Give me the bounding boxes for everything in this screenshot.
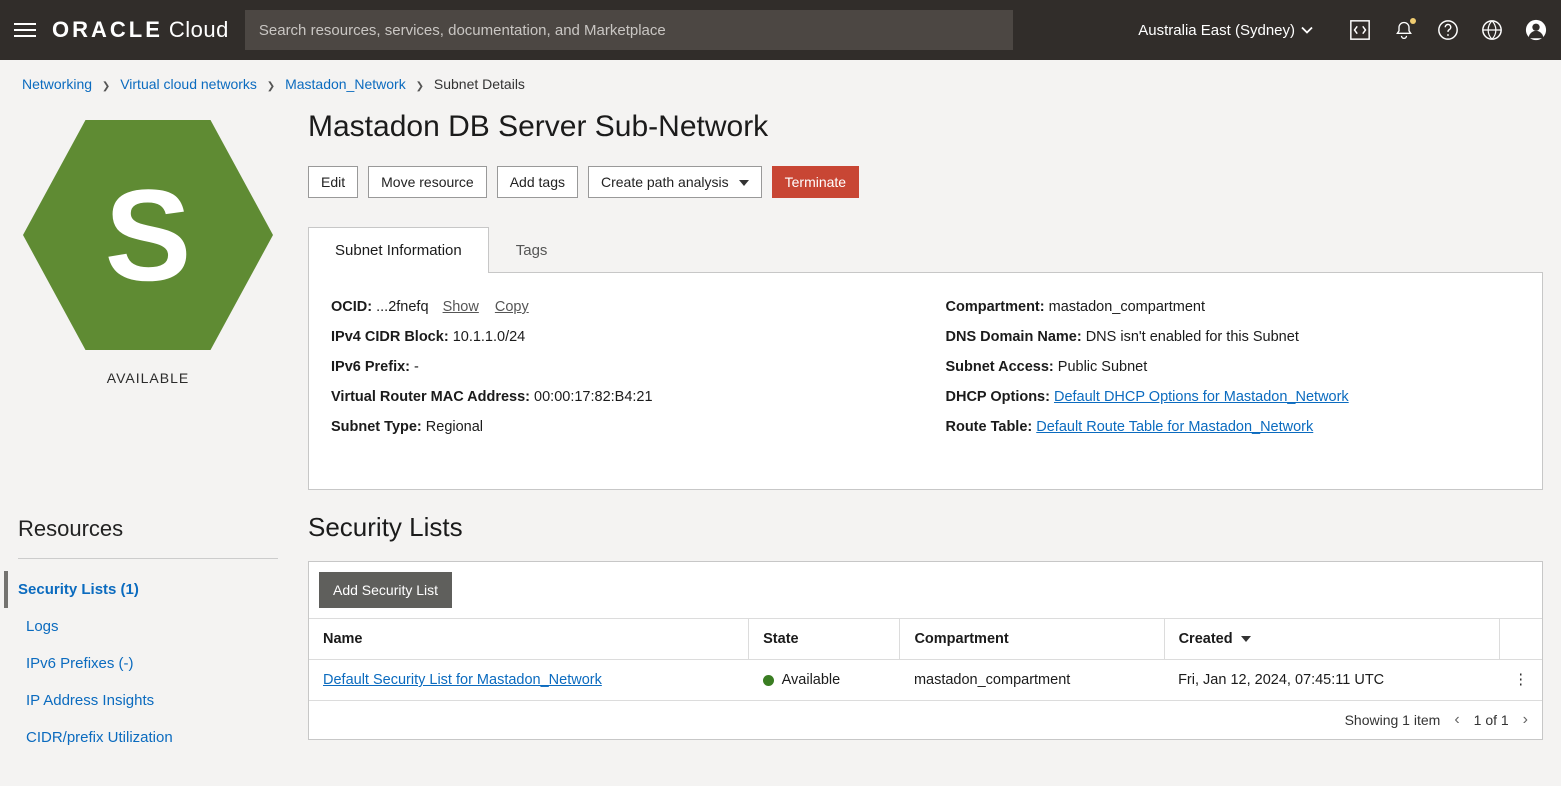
crumb-networking[interactable]: Networking: [22, 76, 92, 92]
kv-cidr4-key: IPv4 CIDR Block:: [331, 329, 449, 345]
kv-mac-val: 00:00:17:82:B4:21: [534, 389, 653, 405]
pager-next-icon[interactable]: ›: [1523, 711, 1528, 729]
resources-list: Security Lists (1) Logs IPv6 Prefixes (-…: [18, 571, 278, 756]
kv-dns-val: DNS isn't enabled for this Subnet: [1086, 329, 1299, 345]
pager: Showing 1 item ‹ 1 of 1 ›: [309, 700, 1542, 739]
sidebar-item-cidr-utilization[interactable]: CIDR/prefix Utilization: [18, 719, 278, 756]
kv-ocid-val: ...2fnefq: [376, 299, 428, 315]
pager-prev-icon[interactable]: ‹: [1454, 711, 1459, 729]
crumb-current: Subnet Details: [434, 76, 525, 92]
sidebar-link-cidr[interactable]: CIDR/prefix Utilization: [26, 729, 173, 746]
kv-comp-val: mastadon_compartment: [1049, 299, 1205, 315]
tab-subnet-info[interactable]: Subnet Information: [308, 227, 489, 273]
kv-dhcp-key: DHCP Options:: [946, 389, 1050, 405]
brand[interactable]: ORACLE Cloud: [52, 17, 229, 43]
help-icon[interactable]: [1437, 19, 1459, 41]
col-actions: [1500, 619, 1543, 660]
region-selector[interactable]: Australia East (Sydney): [1138, 22, 1313, 39]
seclist-name-link[interactable]: Default Security List for Mastadon_Netwo…: [323, 672, 602, 688]
page-title: Mastadon DB Server Sub-Network: [308, 110, 1543, 144]
sidebar-link-security-lists[interactable]: Security Lists (1): [18, 581, 139, 598]
kv-access-val: Public Subnet: [1058, 359, 1147, 375]
breadcrumb: Networking ❯ Virtual cloud networks ❯ Ma…: [22, 76, 1543, 92]
topbar: ORACLE Cloud Australia East (Sydney): [0, 0, 1561, 60]
add-tags-button[interactable]: Add tags: [497, 166, 578, 198]
sidebar-link-ipv6[interactable]: IPv6 Prefixes (-): [26, 655, 134, 672]
ocid-show-link[interactable]: Show: [443, 299, 479, 315]
seclist-state: Available: [782, 672, 841, 688]
devtools-icon[interactable]: [1349, 19, 1371, 41]
chevron-down-icon: [1301, 24, 1313, 36]
sidebar-link-logs[interactable]: Logs: [26, 618, 59, 635]
subnet-info-panel: OCID: ...2fnefq Show Copy IPv4 CIDR Bloc…: [308, 272, 1543, 490]
add-security-list-button[interactable]: Add Security List: [319, 572, 452, 608]
sidebar-item-security-lists[interactable]: Security Lists (1): [4, 571, 278, 608]
brand-cloud: Cloud: [169, 17, 229, 43]
crumb-network[interactable]: Mastadon_Network: [285, 76, 406, 92]
profile-icon[interactable]: [1525, 19, 1547, 41]
col-state[interactable]: State: [749, 619, 900, 660]
kv-dns-key: DNS Domain Name:: [946, 329, 1082, 345]
col-compartment[interactable]: Compartment: [900, 619, 1164, 660]
pager-summary: Showing 1 item: [1345, 712, 1441, 728]
notification-dot: [1410, 18, 1416, 24]
seclist-compartment: mastadon_compartment: [900, 660, 1164, 701]
col-created[interactable]: Created: [1164, 619, 1499, 660]
sidebar-link-ip-insights[interactable]: IP Address Insights: [26, 692, 154, 709]
kv-route-key: Route Table:: [946, 419, 1033, 435]
kv-ocid-key: OCID:: [331, 299, 372, 315]
bell-icon[interactable]: [1393, 19, 1415, 41]
action-buttons: Edit Move resource Add tags Create path …: [308, 166, 1543, 198]
globe-icon[interactable]: [1481, 19, 1503, 41]
kv-cidr4-val: 10.1.1.0/24: [453, 329, 526, 345]
kv-access-key: Subnet Access:: [946, 359, 1054, 375]
sidebar-item-logs[interactable]: Logs: [18, 608, 278, 645]
ocid-copy-link[interactable]: Copy: [495, 299, 529, 315]
security-lists-card: Add Security List Name State Compartment…: [308, 561, 1543, 740]
edit-button[interactable]: Edit: [308, 166, 358, 198]
kv-mac-key: Virtual Router MAC Address:: [331, 389, 530, 405]
terminate-button[interactable]: Terminate: [772, 166, 859, 198]
resources-heading: Resources: [18, 516, 278, 559]
move-button[interactable]: Move resource: [368, 166, 487, 198]
seclist-created: Fri, Jan 12, 2024, 07:45:11 UTC: [1164, 660, 1499, 701]
status-dot-icon: [763, 675, 774, 686]
status-hexagon: S AVAILABLE: [18, 110, 278, 386]
kv-comp-key: Compartment:: [946, 299, 1045, 315]
kv-type-key: Subnet Type:: [331, 419, 422, 435]
hexagon-icon: S: [23, 110, 273, 360]
security-lists-table: Name State Compartment Created Default S…: [309, 618, 1542, 700]
crumb-vcns[interactable]: Virtual cloud networks: [120, 76, 257, 92]
brand-oracle: ORACLE: [52, 17, 163, 43]
kv-ocid: OCID: ...2fnefq Show Copy: [331, 299, 906, 315]
kv-type-val: Regional: [426, 419, 483, 435]
dhcp-options-link[interactable]: Default DHCP Options for Mastadon_Networ…: [1054, 389, 1349, 405]
status-text: AVAILABLE: [18, 370, 278, 386]
region-label: Australia East (Sydney): [1138, 22, 1295, 39]
kv-ipv6-key: IPv6 Prefix:: [331, 359, 410, 375]
sidebar-item-ipv6-prefixes[interactable]: IPv6 Prefixes (-): [18, 645, 278, 682]
col-name[interactable]: Name: [309, 619, 749, 660]
tab-tags[interactable]: Tags: [489, 227, 575, 273]
route-table-link[interactable]: Default Route Table for Mastadon_Network: [1036, 419, 1313, 435]
sidebar-item-ip-insights[interactable]: IP Address Insights: [18, 682, 278, 719]
table-row: Default Security List for Mastadon_Netwo…: [309, 660, 1542, 701]
row-actions-icon[interactable]: ⋮: [1500, 660, 1543, 701]
menu-icon[interactable]: [14, 23, 36, 37]
kv-ipv6-val: -: [414, 359, 419, 375]
topbar-icons: [1349, 19, 1547, 41]
tab-strip: Subnet Information Tags: [308, 226, 1543, 272]
pager-position: 1 of 1: [1474, 712, 1509, 728]
search-input[interactable]: [245, 10, 1013, 50]
security-lists-heading: Security Lists: [308, 512, 1543, 543]
create-path-button[interactable]: Create path analysis: [588, 166, 762, 198]
